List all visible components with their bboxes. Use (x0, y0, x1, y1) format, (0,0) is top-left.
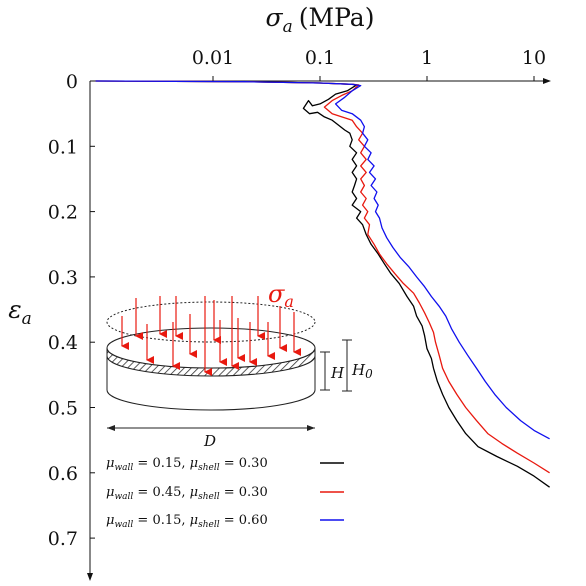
y-tick-label: 0 (66, 71, 78, 93)
y-ticks: 0 0.1 0.2 0.3 0.4 0.5 0.6 0.7 (48, 71, 95, 550)
y-tick-label: 0.6 (48, 463, 78, 485)
inset-schematic: σa H H0 D (106, 280, 373, 450)
x-axis-title: σa (MPa) (266, 3, 375, 37)
y-tick-label: 0.7 (48, 528, 78, 550)
legend: μwall = 0.15, μshell = 0.30 μwall = 0.45,… (106, 456, 344, 530)
axes (87, 78, 551, 581)
h0-label: H0 (351, 361, 373, 381)
legend-label: μwall = 0.45, μshell = 0.30 (106, 485, 268, 502)
y-tick-label: 0.4 (48, 332, 78, 354)
x-ticks: 0.01 0.1 1 10 (192, 47, 546, 81)
x-axis-unit: (MPa) (299, 3, 375, 32)
series-line-1 (95, 80, 550, 488)
y-axis-arrow (87, 573, 93, 581)
y-tick-label: 0.2 (48, 202, 78, 224)
x-tick-label: 0.01 (192, 47, 234, 69)
x-axis-subscript: a (283, 17, 293, 37)
y-axis-symbol: ε (8, 295, 21, 324)
d-label: D (203, 432, 216, 450)
y-tick-label: 0.3 (48, 267, 78, 289)
h-label: H (330, 364, 345, 382)
stress-arrows (121, 296, 301, 376)
x-tick-label: 1 (421, 47, 433, 69)
series-line-3 (95, 80, 550, 440)
y-axis-title: εa (8, 295, 32, 329)
legend-label: μwall = 0.15, μshell = 0.30 (106, 456, 268, 473)
y-axis-subscript: a (22, 309, 32, 329)
inset-sigma-label: σa (268, 280, 294, 311)
sample-top-ellipse (106, 327, 316, 369)
x-axis-symbol: σ (266, 3, 284, 32)
x-axis-arrow (543, 78, 551, 84)
legend-label: μwall = 0.15, μshell = 0.60 (106, 513, 268, 530)
d-arrow-left (107, 425, 115, 431)
y-tick-label: 0.1 (48, 136, 78, 158)
initial-height-ellipse (106, 301, 316, 343)
y-tick-label: 0.5 (48, 398, 78, 420)
d-arrow-right (307, 425, 315, 431)
series-line-2 (95, 80, 550, 474)
series-layer (95, 80, 550, 488)
x-tick-label: 10 (522, 47, 546, 69)
x-tick-label: 0.1 (305, 47, 335, 69)
